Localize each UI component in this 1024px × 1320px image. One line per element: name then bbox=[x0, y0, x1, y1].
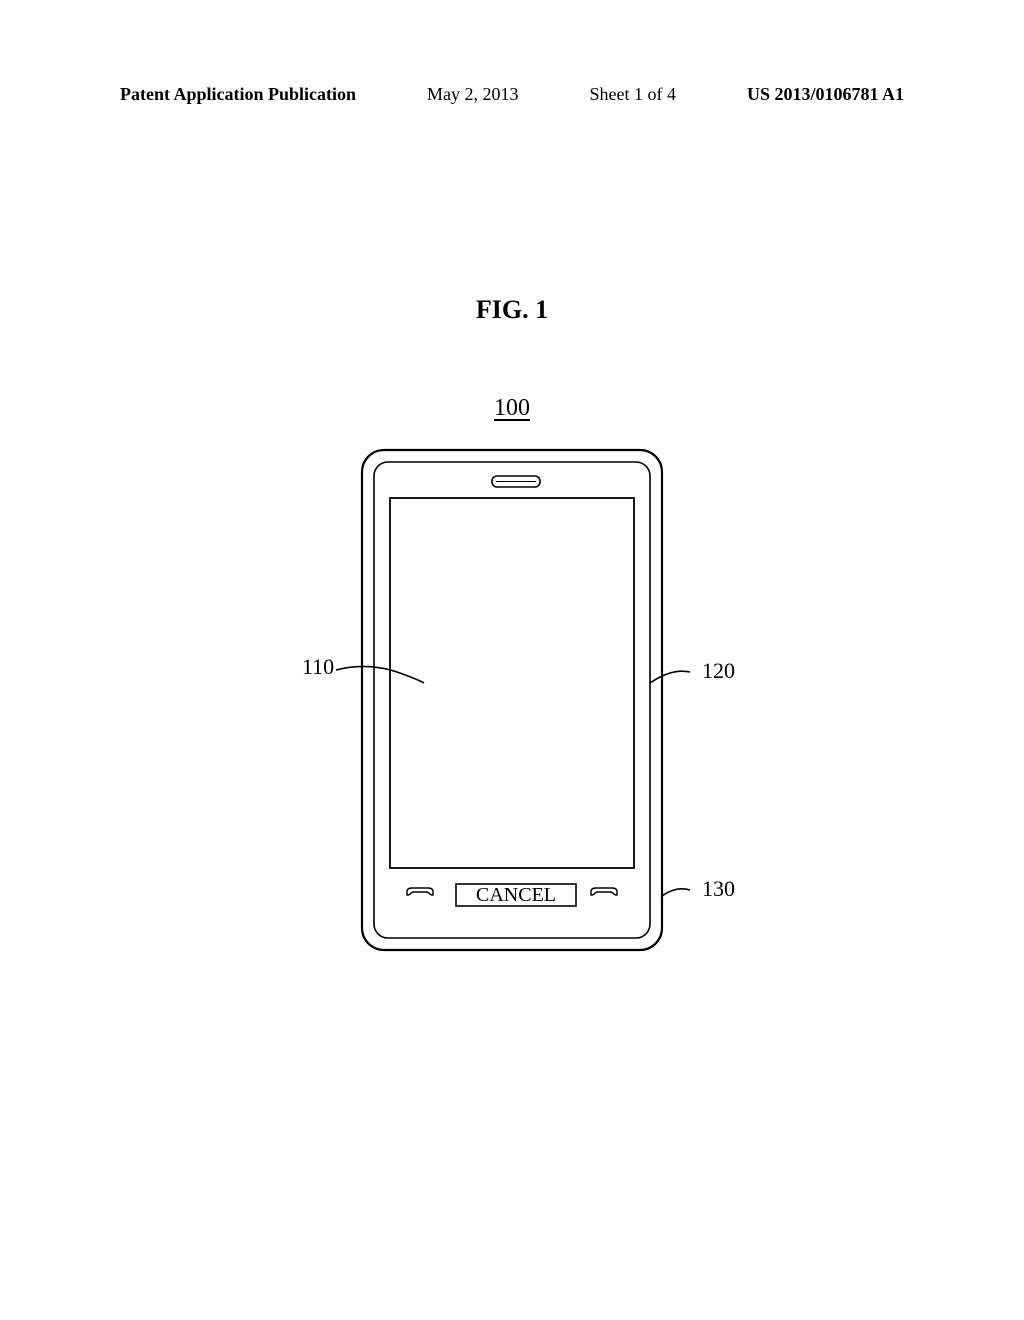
sheet-info: Sheet 1 of 4 bbox=[590, 84, 676, 105]
end-call-icon bbox=[591, 888, 617, 895]
ref-110: 110 bbox=[302, 654, 334, 679]
phone-inner bbox=[374, 462, 650, 938]
application-number: US 2013/0106781 A1 bbox=[747, 84, 904, 105]
figure-label: FIG. 1 bbox=[0, 295, 1024, 325]
publication-date: May 2, 2013 bbox=[427, 84, 519, 105]
ref-100-wrap: 100 bbox=[0, 395, 1024, 422]
figure-canvas: CANCEL 110 120 130 bbox=[0, 440, 1024, 1020]
cancel-button-label: CANCEL bbox=[476, 884, 556, 906]
leader-130 bbox=[662, 889, 690, 896]
leader-120 bbox=[650, 671, 690, 683]
ref-120: 120 bbox=[702, 658, 735, 683]
phone-diagram: CANCEL 110 120 130 bbox=[202, 440, 822, 1000]
call-icon bbox=[407, 888, 433, 895]
publication-label: Patent Application Publication bbox=[120, 84, 356, 105]
ref-100: 100 bbox=[494, 395, 530, 421]
page-header: Patent Application Publication May 2, 20… bbox=[0, 84, 1024, 105]
ref-130: 130 bbox=[702, 876, 735, 901]
screen bbox=[390, 498, 634, 868]
leader-110 bbox=[336, 666, 424, 683]
phone-outer bbox=[362, 450, 662, 950]
